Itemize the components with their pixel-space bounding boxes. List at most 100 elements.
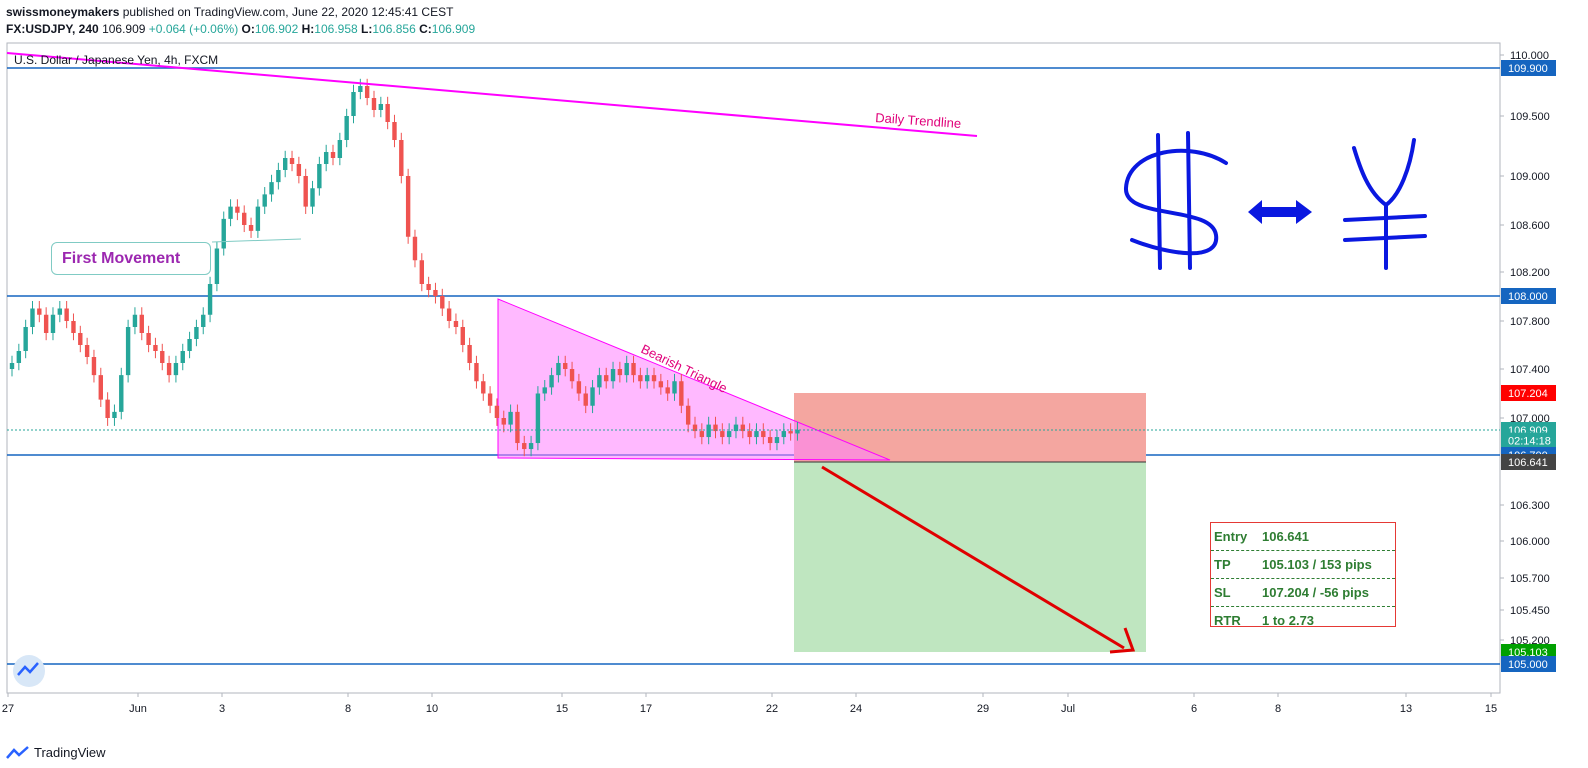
- candle-body[interactable]: [617, 369, 623, 376]
- candle-body[interactable]: [405, 176, 411, 237]
- candle-body[interactable]: [228, 206, 233, 219]
- candle-body[interactable]: [153, 345, 158, 351]
- candle-body[interactable]: [740, 424, 746, 432]
- candle-body[interactable]: [433, 290, 438, 296]
- candle-body[interactable]: [556, 363, 561, 376]
- candle-body[interactable]: [610, 369, 616, 382]
- candle-body[interactable]: [685, 405, 691, 425]
- candle-body[interactable]: [665, 387, 670, 394]
- candle-body[interactable]: [43, 314, 49, 333]
- candle-body[interactable]: [795, 429, 800, 434]
- candle-body[interactable]: [242, 212, 247, 225]
- candle-body[interactable]: [323, 152, 329, 164]
- candle-body[interactable]: [378, 104, 384, 110]
- candle-body[interactable]: [528, 443, 534, 450]
- bearish-triangle-shape[interactable]: [497, 298, 891, 461]
- first-movement-callout[interactable]: First Movement: [51, 242, 211, 275]
- author-name[interactable]: swissmoneymakers: [6, 5, 120, 19]
- candle-body[interactable]: [576, 381, 582, 394]
- candle-body[interactable]: [412, 236, 418, 261]
- candle-body[interactable]: [105, 399, 110, 418]
- price-chart[interactable]: Daily Trendline Bearish Triangle 110.000…: [0, 0, 1588, 728]
- candle-body[interactable]: [515, 411, 520, 444]
- candle-body[interactable]: [453, 321, 459, 327]
- candle-body[interactable]: [337, 140, 343, 158]
- candle-body[interactable]: [50, 314, 56, 333]
- candle-body[interactable]: [194, 327, 199, 339]
- candle-body[interactable]: [644, 375, 650, 382]
- candle-body[interactable]: [699, 431, 705, 438]
- candle-body[interactable]: [221, 218, 226, 249]
- candle-body[interactable]: [296, 164, 302, 176]
- candle-body[interactable]: [160, 351, 165, 363]
- candle-body[interactable]: [426, 284, 431, 290]
- x-axis[interactable]: 27 Jun 3 8 10 15 17 22 24 29 Jul 6 8 13 15: [2, 693, 1497, 715]
- candle-body[interactable]: [139, 314, 144, 333]
- candle-body[interactable]: [631, 363, 636, 376]
- candle-body[interactable]: [624, 363, 629, 376]
- candle-body[interactable]: [726, 431, 732, 438]
- candle-body[interactable]: [201, 314, 206, 327]
- candle-body[interactable]: [303, 176, 308, 207]
- candle-body[interactable]: [23, 327, 28, 351]
- brand-name[interactable]: TradingView: [34, 745, 106, 760]
- candle-body[interactable]: [446, 308, 452, 322]
- candle-body[interactable]: [788, 431, 793, 434]
- candle-body[interactable]: [754, 431, 759, 438]
- candle-body[interactable]: [494, 405, 500, 418]
- candle-body[interactable]: [474, 363, 479, 382]
- candle-body[interactable]: [344, 116, 349, 140]
- candle-body[interactable]: [419, 260, 424, 284]
- candle-body[interactable]: [638, 375, 643, 382]
- candle-body[interactable]: [590, 387, 595, 406]
- candle-body[interactable]: [767, 437, 773, 444]
- candle-body[interactable]: [330, 152, 336, 158]
- candle-body[interactable]: [214, 248, 220, 285]
- candle-body[interactable]: [672, 381, 677, 394]
- candle-body[interactable]: [706, 424, 711, 438]
- candle-body[interactable]: [255, 206, 261, 231]
- candle-body[interactable]: [16, 351, 22, 363]
- candle-body[interactable]: [692, 424, 698, 432]
- candle-body[interactable]: [604, 375, 609, 382]
- candle-body[interactable]: [542, 387, 547, 394]
- candle-body[interactable]: [385, 104, 390, 122]
- candle-body[interactable]: [132, 314, 138, 327]
- y-axis[interactable]: 110.000 109.500 109.000 108.600 108.200 107.8…: [1500, 50, 1550, 647]
- candle-body[interactable]: [658, 381, 664, 388]
- candle-body[interactable]: [276, 170, 281, 183]
- candle-body[interactable]: [146, 333, 151, 345]
- candle-body[interactable]: [57, 308, 63, 315]
- candle-body[interactable]: [91, 357, 97, 376]
- candle-body[interactable]: [440, 296, 445, 309]
- candle-body[interactable]: [679, 381, 684, 406]
- candle-body[interactable]: [781, 431, 786, 438]
- candle-body[interactable]: [549, 375, 554, 388]
- candle-body[interactable]: [460, 327, 465, 345]
- candle-body[interactable]: [64, 308, 69, 322]
- candle-body[interactable]: [310, 188, 315, 207]
- candle-body[interactable]: [283, 158, 288, 170]
- candle-body[interactable]: [187, 339, 192, 351]
- candle-body[interactable]: [467, 345, 472, 363]
- candle-body[interactable]: [358, 86, 363, 92]
- candle-body[interactable]: [371, 98, 377, 110]
- candle-body[interactable]: [761, 431, 766, 438]
- candle-body[interactable]: [30, 308, 35, 328]
- candle-body[interactable]: [112, 411, 117, 418]
- candle-body[interactable]: [774, 437, 780, 444]
- candle-body[interactable]: [569, 369, 575, 382]
- candle-body[interactable]: [289, 158, 295, 164]
- candle-body[interactable]: [501, 418, 506, 425]
- candle-body[interactable]: [317, 164, 322, 189]
- candle-body[interactable]: [392, 122, 397, 140]
- candle-body[interactable]: [248, 225, 254, 231]
- candle-body[interactable]: [9, 363, 15, 369]
- candle-body[interactable]: [713, 424, 718, 432]
- candle-body[interactable]: [508, 411, 513, 425]
- candle-body[interactable]: [733, 424, 739, 432]
- daily-trendline[interactable]: [6, 52, 978, 137]
- candle-body[interactable]: [78, 333, 83, 345]
- candle-body[interactable]: [125, 327, 131, 376]
- candle-body[interactable]: [651, 375, 657, 382]
